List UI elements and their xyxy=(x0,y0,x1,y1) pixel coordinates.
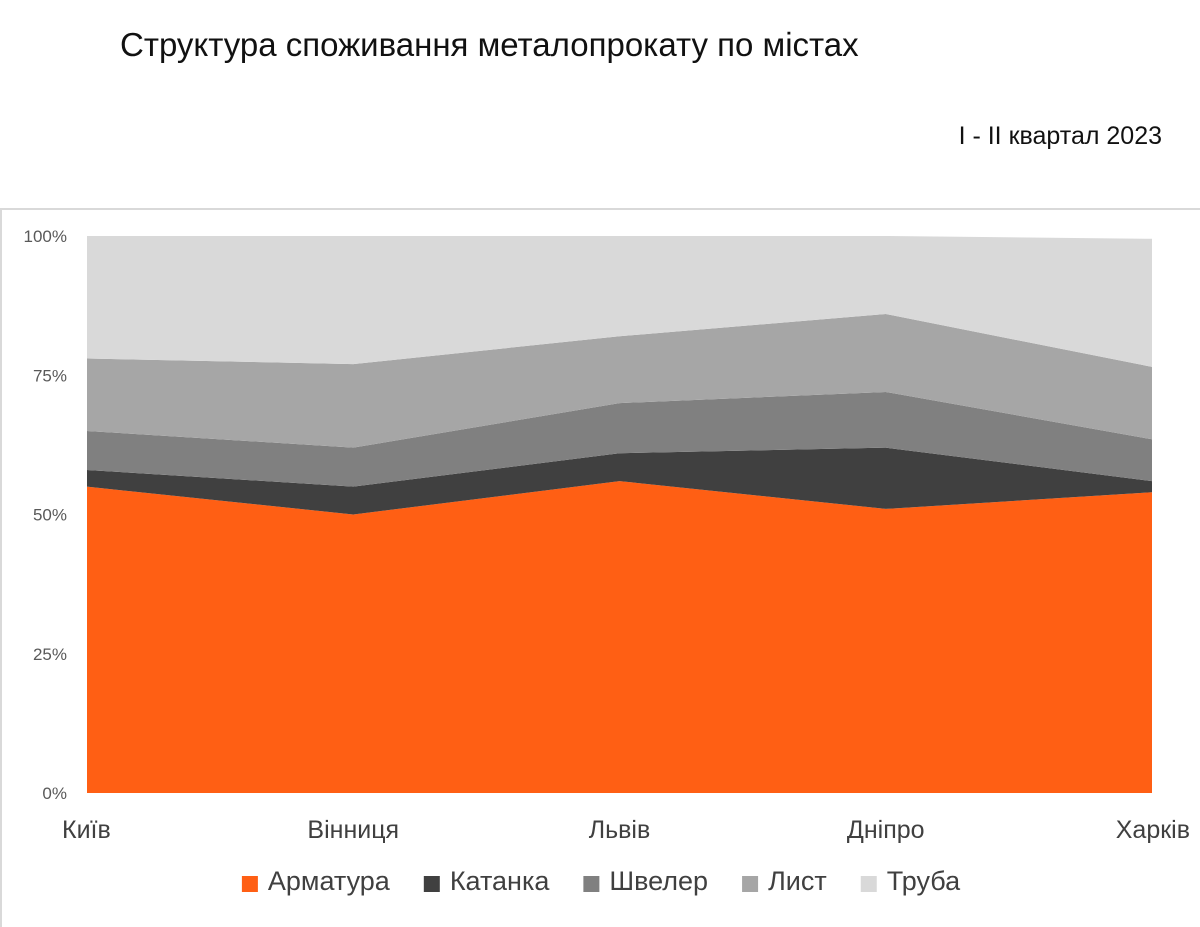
legend-label: Швелер xyxy=(609,866,708,896)
y-tick-label: 50% xyxy=(33,506,67,525)
legend-swatch xyxy=(423,876,440,892)
legend-item: Швелер xyxy=(583,866,708,896)
legend-swatch xyxy=(241,876,258,892)
area-series-3 xyxy=(87,391,1152,487)
legend-item: Труба xyxy=(860,866,961,896)
x-tick-label: Львів xyxy=(589,816,651,844)
legend-label: Лист xyxy=(768,866,827,896)
x-tick-label: Харків xyxy=(1116,816,1190,844)
y-tick-label: 0% xyxy=(42,784,67,803)
x-tick-label: Київ xyxy=(62,816,111,844)
area-series-5 xyxy=(87,236,1152,367)
y-axis-ticks: 0% 25% 50% 75% 100% xyxy=(24,227,67,803)
area-series-2 xyxy=(87,447,1152,515)
legend-label: Катанка xyxy=(450,866,551,896)
x-tick-label: Дніпро xyxy=(847,816,925,844)
legend-item: Лист xyxy=(742,866,827,896)
legend: Арматура Катанка Швелер Лист Труба xyxy=(241,866,961,896)
x-axis-ticks: Київ Вінниця Львів Дніпро Харків xyxy=(62,816,1190,844)
chart-frame: 0% 25% 50% 75% 100% Київ Вінниця Львів Дніпро Ха… xyxy=(0,208,1200,927)
area-series-4 xyxy=(87,313,1152,448)
chart-title: Структура споживання металопрокату по мі… xyxy=(120,26,859,63)
y-tick-label: 25% xyxy=(33,645,67,664)
legend-swatch xyxy=(742,876,759,892)
legend-item: Катанка xyxy=(423,866,551,896)
legend-item: Арматура xyxy=(241,866,391,896)
legend-label: Арматура xyxy=(268,866,391,896)
area-series-1 xyxy=(87,481,1152,793)
stacked-area-chart: 0% 25% 50% 75% 100% Київ Вінниця Львів Дніпро Ха… xyxy=(24,227,1190,896)
legend-swatch xyxy=(860,876,877,892)
y-tick-label: 75% xyxy=(33,366,67,385)
x-tick-label: Вінниця xyxy=(307,816,399,844)
chart-subtitle: I - II квартал 2023 xyxy=(958,122,1162,150)
legend-swatch xyxy=(583,876,600,892)
series-areas xyxy=(87,236,1152,793)
legend-label: Труба xyxy=(887,866,961,896)
y-tick-label: 100% xyxy=(24,227,67,246)
